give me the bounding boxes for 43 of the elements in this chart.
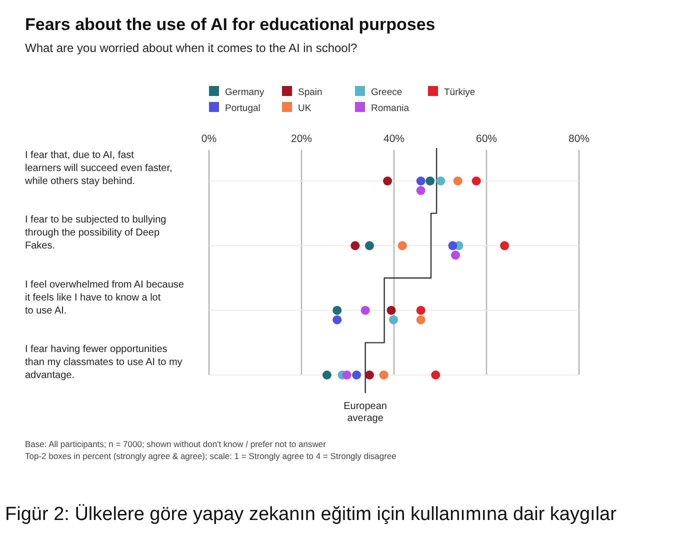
y-tick-label: I fear that, due to AI, fast learners will succeed even faster, while others stay behind. (24, 150, 172, 187)
point (500, 241, 510, 250)
legend-label: UK (298, 103, 312, 114)
x-tick-label: 0% (201, 133, 217, 145)
legend-label: Greece (371, 87, 402, 98)
legend-label: Germany (225, 87, 264, 98)
point (342, 370, 352, 380)
chart-subtitle: What are you worried about when it comes to the AI in school? (25, 41, 358, 55)
point (350, 241, 360, 250)
point (416, 176, 426, 186)
point (383, 176, 392, 186)
x-tick-label: 80% (568, 133, 590, 145)
point (453, 176, 462, 186)
legend-label: Spain (298, 87, 322, 98)
point (436, 176, 446, 186)
point (379, 370, 388, 380)
chart-title: Fears about the use of AI for educational purposes (25, 15, 436, 34)
series-label: European average (344, 401, 388, 424)
text: Base: All participants; n = 7000; shown without don't know / prefer not to answer (25, 439, 326, 449)
point (364, 241, 374, 250)
y-tick-label: I fear to be subjected to bullying through the possibility of Deep Fakes. (25, 214, 166, 252)
text: Top-2 boxes in percent (strongly agree & agree); scale: 1 = Strongly agree to 4 = Strongly disagree (25, 451, 397, 461)
y-tick-label: I feel overwhelmed from AI because it feels like I have to know a lot to use AI. (25, 279, 184, 316)
legend-label: Portugal (225, 103, 260, 114)
x-tick-label: 20% (290, 133, 312, 145)
legend-label: Türkiye (444, 87, 476, 98)
point (360, 306, 370, 315)
x-tick-label: 40% (383, 133, 405, 145)
point (426, 176, 435, 186)
point (472, 176, 481, 186)
point (398, 241, 407, 250)
point (431, 370, 440, 380)
legend-label: Romania (371, 103, 410, 114)
x-tick-label: 60% (476, 133, 498, 145)
point (322, 370, 332, 380)
y-tick-label: I fear having fewer opportunities than my classmates to use AI to my advantage. (25, 344, 182, 381)
text: Figür 2: Ülkelere göre yapay zekanın eğitim için kullanımına dair kaygılar (5, 504, 618, 525)
point (416, 306, 426, 315)
point (332, 306, 342, 315)
point (352, 370, 362, 380)
point (364, 370, 374, 380)
point (448, 241, 458, 250)
point (386, 306, 396, 315)
